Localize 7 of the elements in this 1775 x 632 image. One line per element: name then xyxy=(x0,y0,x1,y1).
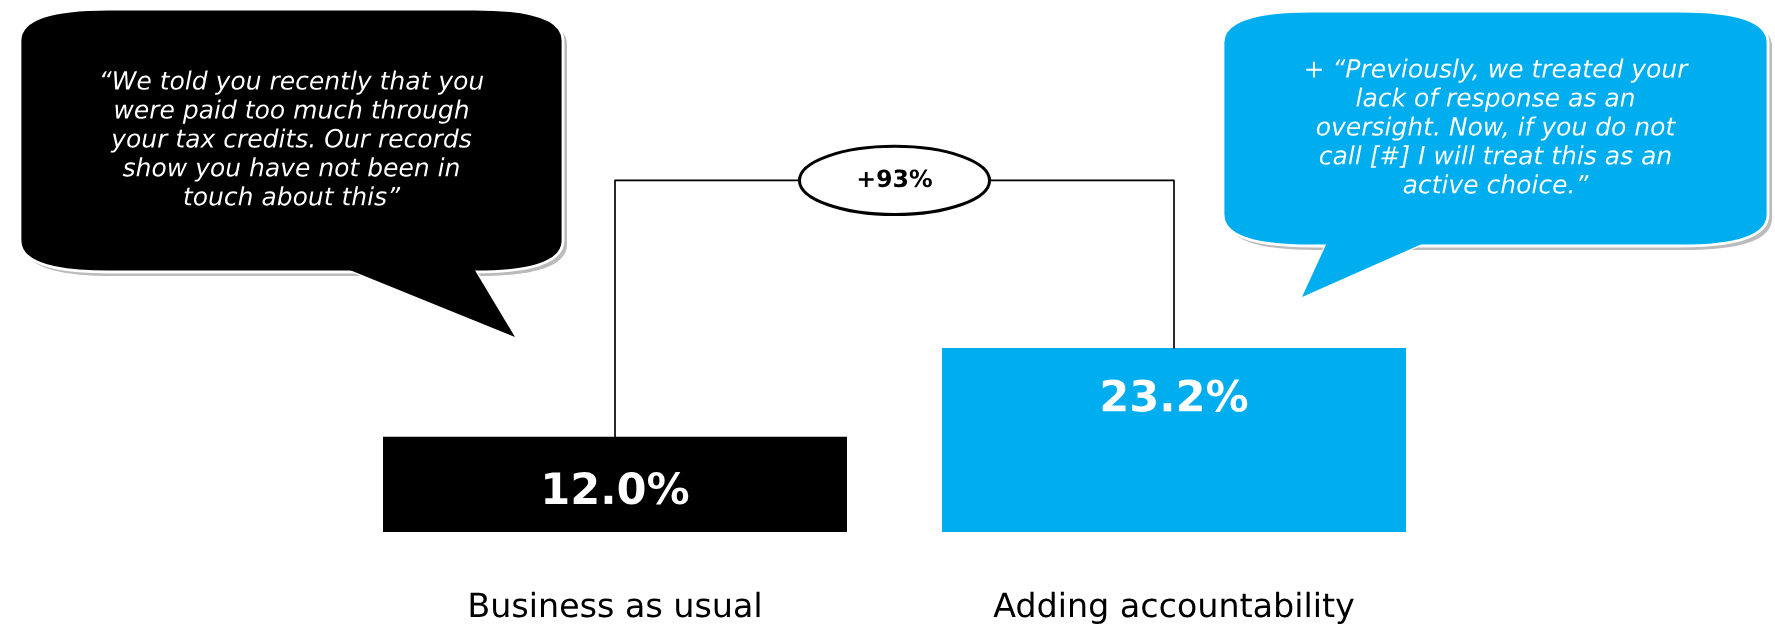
x-tick-label: Business as usual xyxy=(470,591,760,618)
text: +93% xyxy=(858,169,932,188)
x-tick-label: Adding accountability xyxy=(993,591,1354,624)
data-label: 23.2% xyxy=(1102,379,1248,412)
text: + “Previously, we treated your lack of response as an oversight. Now, if you do not call [#] I will treat this as an active choice.” xyxy=(1306,58,1689,194)
text: “We told you recently that you were paid too much through your tax credits. Our records show you have not been in touch about this” xyxy=(102,70,484,206)
data-label: 12.0% xyxy=(545,471,689,505)
